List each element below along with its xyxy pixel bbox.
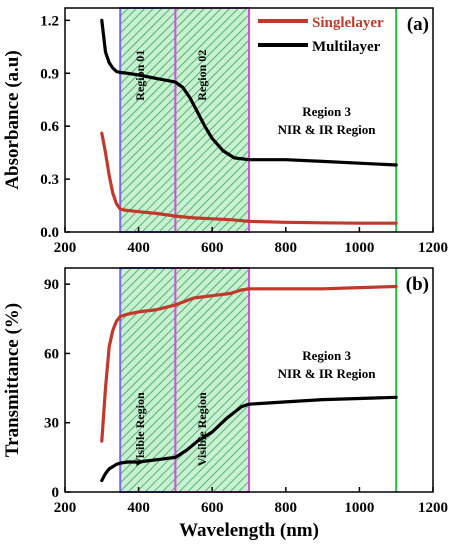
legend-label-singlelayer: Singlelayer: [312, 15, 384, 31]
panel-b-y-tick-label-90: 90: [44, 277, 59, 293]
panel-b: Visible Region Visible Region Region 3 NIR …: [2, 267, 448, 541]
panel-b-x-tick-label-200: 200: [54, 500, 77, 516]
panel-a-region-2: [174, 7, 250, 233]
panel-b-label: (b): [406, 274, 429, 295]
panel-a-region3-text-1: Region 3: [302, 104, 351, 119]
panel-a-regions: [119, 7, 250, 233]
panel-b-x-tick-label-400: 400: [127, 500, 150, 516]
panel-b-region3-text-2: NIR & IR Region: [278, 366, 377, 381]
panel-a-x-tick-label-200: 200: [54, 240, 77, 256]
panel-a-x-tick-label-1000: 1000: [344, 240, 374, 256]
panel-b-x-tick-label-600: 600: [201, 500, 224, 516]
panel-a-y-tick-label-0.6: 0.6: [40, 119, 59, 135]
panel-a-frame: [64, 7, 434, 233]
panel-a-x-tick-label-800: 800: [275, 240, 298, 256]
panel-b-x-axis-title: Wavelength (nm): [179, 520, 319, 541]
panel-a-label: (a): [407, 14, 429, 35]
panel-b-region-label-1: Visible Region: [133, 392, 147, 466]
panel-b-x-tick-label-1000: 1000: [344, 500, 374, 516]
panel-b-y-tick-label-60: 60: [44, 346, 59, 362]
panel-b-region-label-2: Visible Region: [195, 392, 209, 466]
panel-b-x-tick-label-1200: 1200: [418, 500, 448, 516]
legend: Singlelayer Multilayer: [258, 15, 384, 55]
panel-a-region-label-2: Region 02: [195, 50, 209, 101]
panel-b-frame: [64, 267, 434, 493]
legend-label-multilayer: Multilayer: [312, 39, 381, 55]
panel-b-region3-text-1: Region 3: [302, 348, 351, 363]
panel-b-x-ticks: 200 400 600 800 1000 1200: [54, 487, 448, 516]
panel-a-y-tick-label-0.3: 0.3: [40, 172, 59, 188]
panel-a-series-singlelayer: [100, 131, 398, 225]
panel-b-y-tick-label-30: 30: [44, 416, 59, 432]
panel-a-x-tick-label-600: 600: [201, 240, 224, 256]
panel-b-series: [100, 284, 398, 483]
panel-a-y-ticks: 0.0 0.3 0.6 0.9 1.2: [40, 13, 70, 241]
panel-b-region-labels: Visible Region Visible Region Region 3 NIR …: [133, 348, 376, 466]
panel-a-region3-text-2: NIR & IR Region: [278, 122, 377, 137]
panel-b-y-ticks: 0 30 60 90: [44, 277, 70, 501]
panel-a-series: [100, 18, 398, 225]
panel-a-y-axis-title: Absorbance (a.u): [2, 50, 23, 189]
panel-a-y-tick-label-0.0: 0.0: [40, 225, 59, 241]
panel-b-y-tick-label-0: 0: [52, 485, 60, 501]
panel-b-series-singlelayer: [100, 284, 398, 443]
panel-b-x-tick-label-800: 800: [275, 500, 298, 516]
panel-b-series-multilayer: [100, 395, 398, 483]
panel-a-region-1: [119, 7, 177, 233]
panel-a-y-tick-label-1.2: 1.2: [40, 13, 59, 29]
panel-a-x-ticks: 200 400 600 800 1000 1200: [54, 227, 448, 256]
panel-a-x-tick-label-1200: 1200: [418, 240, 448, 256]
panel-a-y-tick-label-0.9: 0.9: [40, 66, 59, 82]
panel-a-series-multilayer: [100, 18, 398, 167]
panel-b-y-axis-title: Transmittance (%): [2, 303, 23, 457]
panel-a-x-tick-label-400: 400: [127, 240, 150, 256]
